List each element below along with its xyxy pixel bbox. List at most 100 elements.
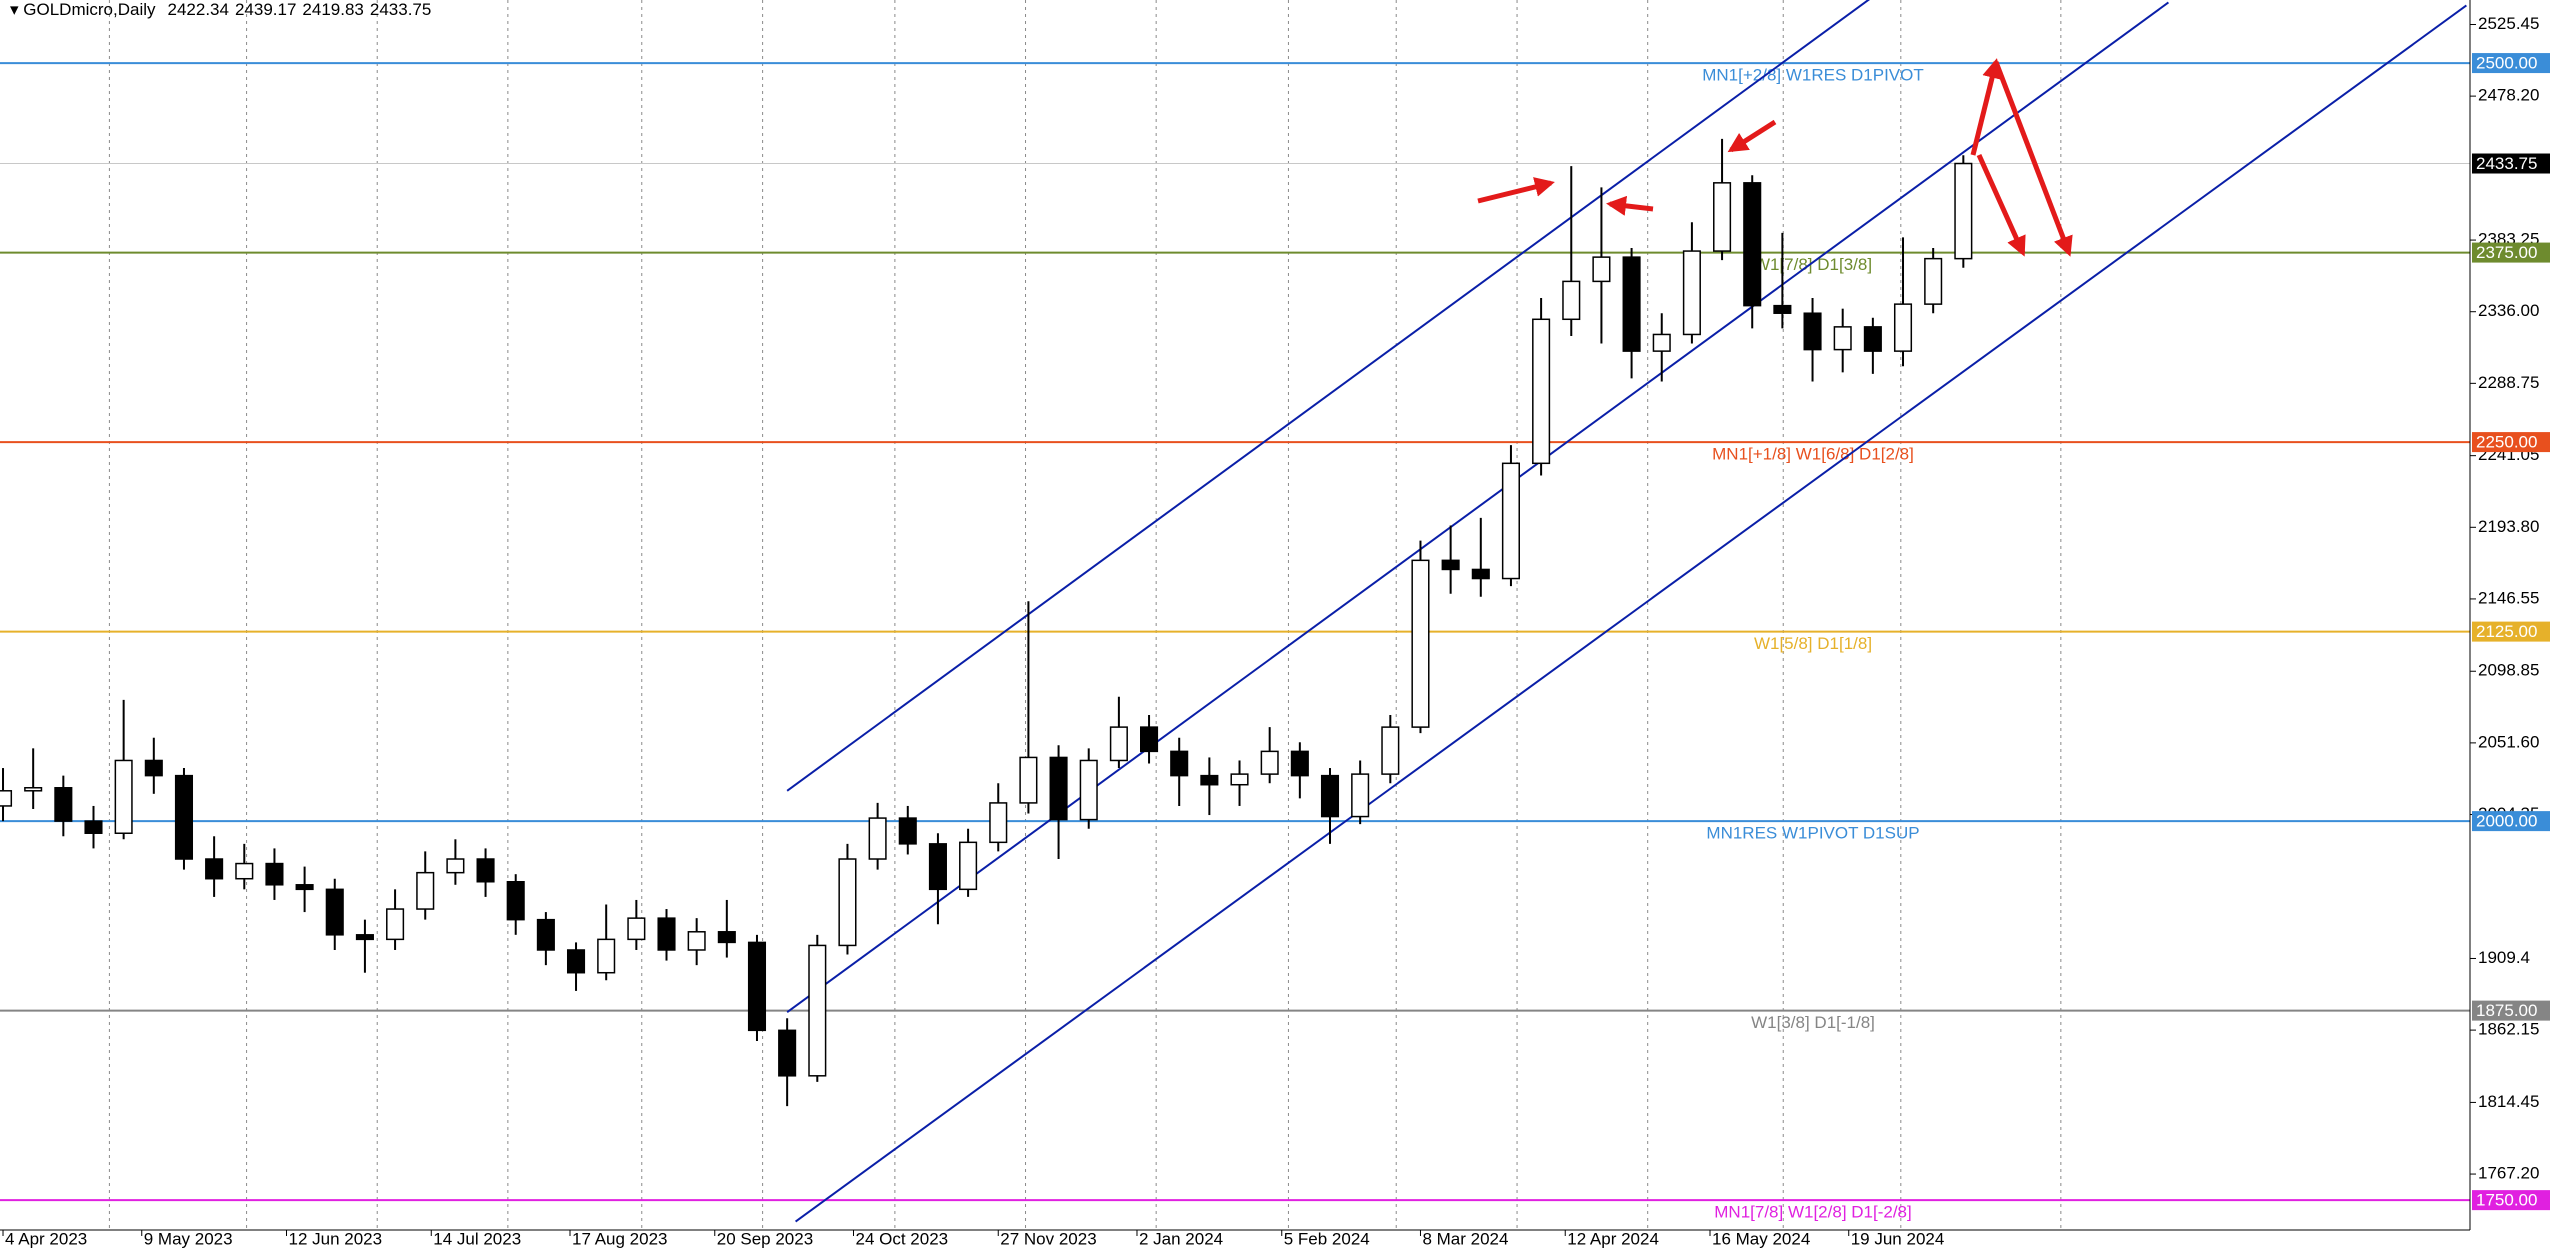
x-tick-label: 12 Apr 2024 (1567, 1229, 1659, 1248)
level-price-box (2472, 1000, 2550, 1021)
candle-body (1713, 182, 1732, 252)
candle-body (1622, 256, 1641, 352)
level-text: W1[7/8] D1[3/8] (1754, 255, 1872, 274)
symbol: GOLDmicro,Daily (23, 0, 156, 19)
level-text: MN1RES W1PIVOT D1SUP (1706, 824, 1919, 843)
y-tick-label: 1767.20 (2478, 1164, 2539, 1183)
candle-body (325, 888, 344, 936)
candle-body (0, 790, 13, 807)
candle-body (1351, 773, 1370, 818)
candles (0, 138, 1973, 1107)
level-text: W1[3/8] D1[-1/8] (1751, 1013, 1875, 1032)
candle-body (597, 938, 616, 974)
candle-body (506, 881, 525, 921)
x-tick-label: 19 Jun 2024 (1851, 1229, 1945, 1248)
y-tick-label: 1862.15 (2478, 1020, 2539, 1039)
x-tick-label: 12 Jun 2023 (289, 1229, 383, 1248)
y-tick-label: 1814.45 (2478, 1092, 2539, 1111)
candle-body (838, 858, 857, 947)
y-tick-label: 2478.20 (2478, 86, 2539, 105)
candle-body (1954, 162, 1973, 260)
candle-body (114, 759, 133, 834)
annotations (1477, 58, 2073, 257)
level-price-label: 2375.00 (2476, 243, 2537, 262)
y-tick-label: 2051.60 (2478, 732, 2539, 751)
candle-body (1471, 568, 1490, 580)
candle-body (1532, 318, 1551, 465)
candle-body (1260, 750, 1279, 775)
candle-body (566, 949, 586, 974)
candle-body (928, 843, 947, 891)
header: ▾ GOLDmicro,Daily 2422.34 2439.17 2419.83 24… (10, 0, 431, 19)
candle-body (476, 858, 495, 883)
level-price-label: 1875.00 (2476, 1001, 2537, 1020)
x-tick-label: 9 May 2023 (144, 1229, 233, 1248)
candle-body (144, 759, 163, 777)
x-tick-label: 4 Apr 2023 (5, 1229, 87, 1248)
header-close: 2433.75 (370, 0, 431, 19)
candle-body (1743, 182, 1762, 307)
candle-body (1079, 759, 1098, 821)
header-high: 2439.17 (235, 0, 296, 19)
current-price-box (2472, 153, 2550, 174)
candle-body (1290, 750, 1309, 777)
candle-body (54, 787, 73, 822)
y-tick-label: 2193.80 (2478, 517, 2539, 536)
candle-body (1562, 280, 1581, 321)
candle-body (355, 934, 374, 941)
candle-body (959, 841, 978, 891)
level-price-box (2472, 621, 2550, 642)
x-tick-label: 5 Feb 2024 (1284, 1229, 1370, 1248)
level-price-label: 1750.00 (2476, 1191, 2537, 1210)
level-price-label: 2125.00 (2476, 622, 2537, 641)
candle-body (1924, 257, 1943, 305)
level-price-label: 2250.00 (2476, 433, 2537, 452)
y-tick-label: 1909.4 (2478, 948, 2530, 967)
candle-body (416, 871, 435, 910)
candle-body (808, 944, 827, 1077)
candle-body (1863, 326, 1882, 352)
candle-body (778, 1029, 797, 1077)
candle-body (205, 858, 224, 880)
x-tick-label: 20 Sep 2023 (717, 1229, 813, 1248)
candle-body (1833, 326, 1852, 351)
y-tick-label: 2336.00 (2478, 301, 2539, 320)
x-tick-label: 16 May 2024 (1712, 1229, 1810, 1248)
level-text: MN1[+2/8] W1RES D1PIVOT (1702, 66, 1924, 85)
candle-body (1652, 333, 1671, 352)
header-low: 2419.83 (302, 0, 363, 19)
header-open: 2422.34 (168, 0, 229, 19)
candle-body (1230, 773, 1249, 786)
candle-body (24, 787, 43, 792)
x-tick-label: 14 Jul 2023 (433, 1229, 521, 1248)
candle-body (1109, 726, 1128, 762)
levels: MN1[+2/8] W1RES D1PIVOT W1[7/8] D1[3/8] MN… (0, 62, 2470, 1222)
level-price-box (2472, 811, 2550, 832)
header-icon: ▾ (10, 0, 23, 19)
candle-body (84, 820, 103, 834)
candle-body (1803, 312, 1822, 351)
x-tick-label: 27 Nov 2023 (1000, 1229, 1096, 1248)
candle-body (265, 862, 284, 886)
candle-body (174, 774, 194, 860)
arrow (1976, 153, 2026, 257)
level-text: W1[5/8] D1[1/8] (1754, 634, 1872, 653)
arrow (1477, 177, 1555, 204)
y-tick-label: 2146.55 (2478, 588, 2539, 607)
level-text: MN1[7/8] W1[2/8] D1[-2/8] (1714, 1203, 1911, 1222)
channel-line (786, 0, 1870, 792)
candle-body (1200, 774, 1219, 786)
candle-body (868, 817, 887, 860)
candle-body (1170, 750, 1189, 777)
arrow (1606, 195, 1654, 216)
level-price-box (2472, 1190, 2550, 1211)
candle-body (386, 908, 405, 941)
level-price-label: 2500.00 (2476, 54, 2537, 73)
level-price-box (2472, 432, 2550, 453)
candle-body (627, 917, 646, 941)
channels (786, 0, 2467, 1223)
candle-body (1320, 774, 1340, 818)
current-price-label: 2433.75 (2476, 154, 2537, 173)
